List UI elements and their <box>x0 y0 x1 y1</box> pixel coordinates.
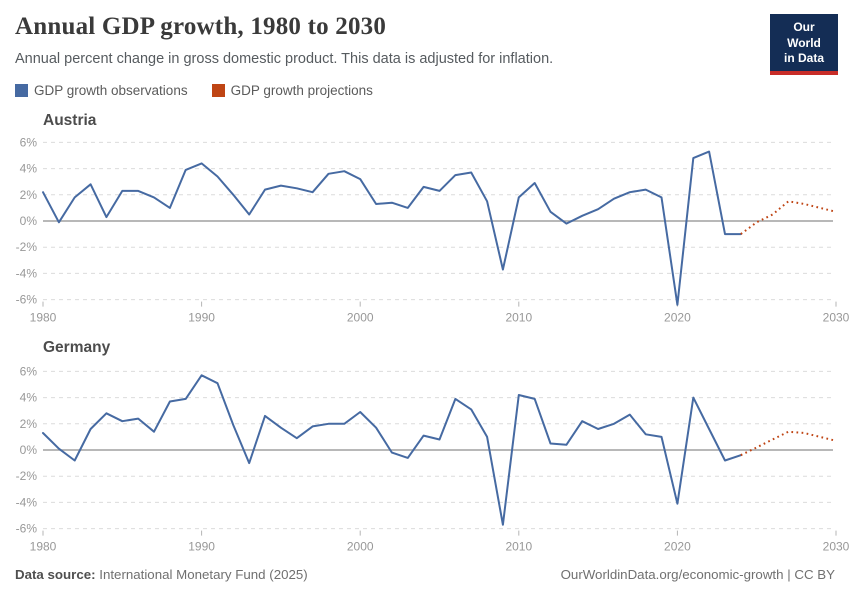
y-axis-tick-label: -2% <box>16 469 38 483</box>
y-axis-tick-label: -6% <box>16 293 38 307</box>
y-axis-tick-label: 6% <box>20 364 38 378</box>
y-axis-tick-label: 4% <box>20 391 38 405</box>
x-axis-tick-label: 2010 <box>505 311 532 325</box>
x-axis-tick-label: 2020 <box>664 540 691 554</box>
austria-chart[interactable]: 6% 4% 2% 0% -2% -4% -6% 1980 1990 2000 2010 2020 203… <box>0 130 850 330</box>
chart-subtitle: Annual percent change in gross domestic … <box>15 51 554 67</box>
y-axis-tick-label: 2% <box>20 417 38 431</box>
owid-logo-line2: in Data <box>783 51 824 66</box>
y-axis-tick-label: 0% <box>20 214 38 228</box>
x-axis-tick-label: 1990 <box>188 311 215 325</box>
projections-line <box>740 430 837 457</box>
germany-chart[interactable]: 6% 4% 2% 0% -2% -4% -6% 1980 1990 2000 2010 2020 203… <box>0 360 850 560</box>
x-axis-tick-label: 1990 <box>188 540 215 554</box>
y-axis-tick-label: 6% <box>20 135 38 149</box>
y-axis-tick-label: -4% <box>16 495 38 509</box>
owid-logo[interactable]: Our World in Data <box>770 14 838 75</box>
owid-logo-line1: Our World <box>787 20 821 50</box>
legend-item-projections[interactable]: GDP growth projections <box>211 83 373 98</box>
data-source-value: International Monetary Fund (2025) <box>99 567 308 582</box>
x-axis: 1980 1990 2000 2010 2020 2030 <box>30 301 850 325</box>
x-axis-tick-label: 2030 <box>823 540 850 554</box>
x-axis-tick-label: 1980 <box>30 540 57 554</box>
x-axis-tick-label: 2010 <box>505 540 532 554</box>
y-axis-tick-label: -6% <box>16 522 38 536</box>
observations-swatch-icon <box>15 84 28 97</box>
data-source-label: Data source: <box>15 567 96 582</box>
legend-label-observations: GDP growth observations <box>34 83 188 98</box>
x-axis: 1980 1990 2000 2010 2020 2030 <box>30 530 850 554</box>
facet-title-austria: Austria <box>43 112 97 129</box>
x-axis-tick-label: 2000 <box>347 311 374 325</box>
x-axis-tick-label: 2020 <box>664 311 691 325</box>
observations-line <box>42 150 742 306</box>
page-title: Annual GDP growth, 1980 to 2030 <box>15 13 387 40</box>
x-axis-tick-label: 2000 <box>347 540 374 554</box>
y-axis-tick-label: 0% <box>20 443 38 457</box>
legend-label-projections: GDP growth projections <box>230 83 373 98</box>
footer-link[interactable]: OurWorldinData.org/economic-growth | CC … <box>560 567 835 582</box>
projections-line <box>740 200 837 235</box>
facet-title-germany: Germany <box>43 339 111 356</box>
footer: Data source: International Monetary Fund… <box>15 567 835 582</box>
y-axis-tick-label: -2% <box>16 240 38 254</box>
legend-item-observations[interactable]: GDP growth observations <box>15 83 188 98</box>
y-axis-tick-label: -4% <box>16 266 38 280</box>
projections-swatch-icon <box>211 84 225 97</box>
x-axis-tick-label: 2030 <box>823 311 850 325</box>
legend: GDP growth observations GDP growth proje… <box>15 83 373 98</box>
y-axis-tick-label: 4% <box>20 162 38 176</box>
y-axis-tick-label: 2% <box>20 188 38 202</box>
gridlines: 6% 4% 2% 0% -2% -4% -6% <box>16 364 833 536</box>
data-source: Data source: International Monetary Fund… <box>15 567 308 582</box>
x-axis-tick-label: 1980 <box>30 311 57 325</box>
observations-line <box>42 374 742 526</box>
